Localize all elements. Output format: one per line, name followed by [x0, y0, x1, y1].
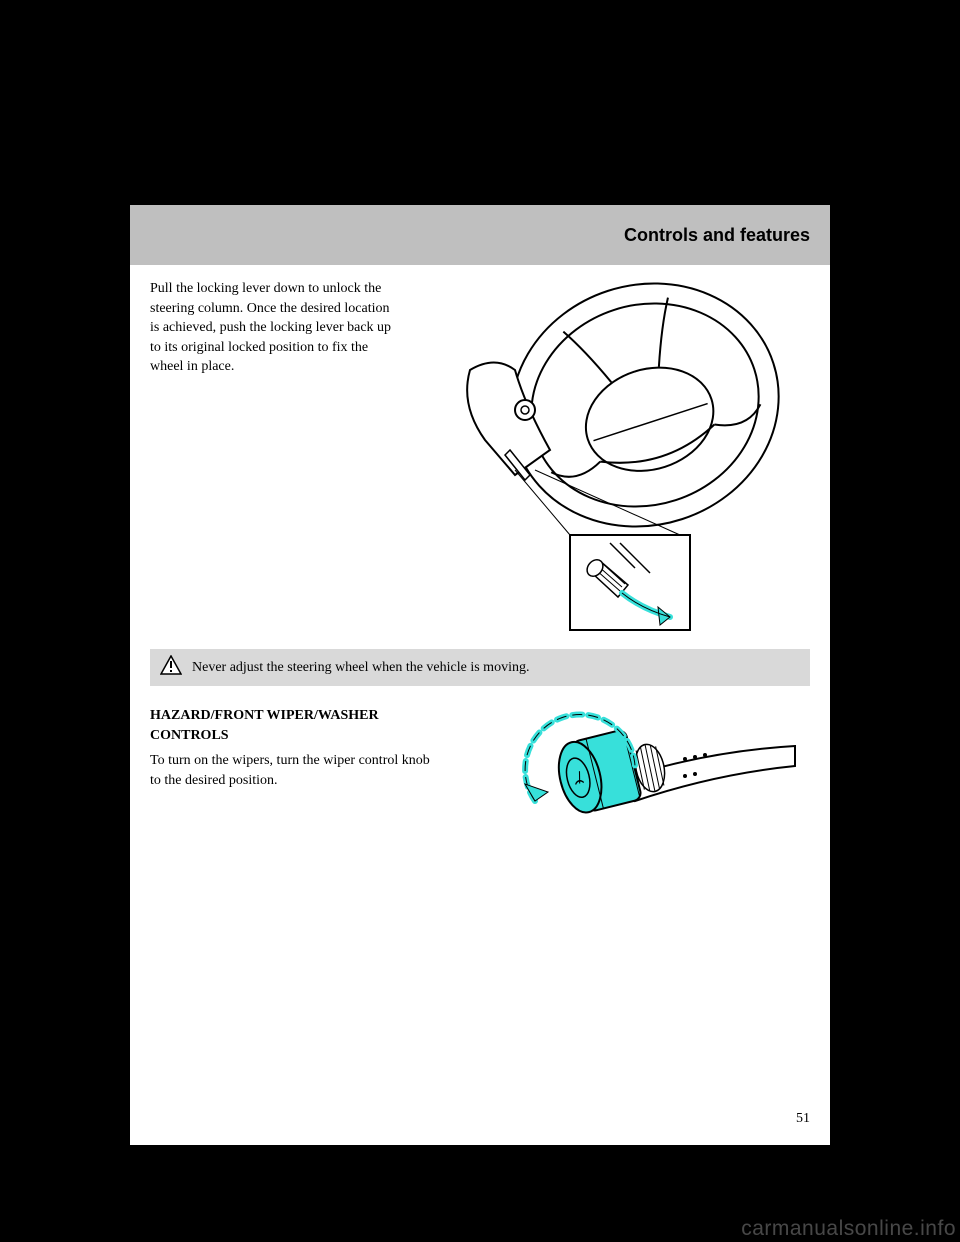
- wiper-illustration: [450, 706, 810, 856]
- page-header-bar: Controls and features: [130, 205, 830, 265]
- wiper-para: To turn on the wipers, turn the wiper co…: [150, 751, 430, 790]
- warning-text: Never adjust the steering wheel when the…: [192, 660, 529, 676]
- tilt-steering-section: Pull the locking lever down to unlock th…: [130, 265, 830, 635]
- wiper-stalk-diagram: [460, 706, 800, 856]
- tilt-steering-illustration: [420, 275, 810, 635]
- wiper-heading: HAZARD/FRONT WIPER/WASHER CONTROLS: [150, 706, 430, 745]
- tilt-steering-text: Pull the locking lever down to unlock th…: [150, 275, 400, 635]
- tilt-steering-para: Pull the locking lever down to unlock th…: [150, 279, 400, 377]
- steering-wheel-diagram: [430, 275, 800, 635]
- warning-icon: [160, 655, 182, 680]
- wiper-controls-section: HAZARD/FRONT WIPER/WASHER CONTROLS To tu…: [130, 686, 830, 856]
- warning-box: Never adjust the steering wheel when the…: [150, 649, 810, 686]
- manual-page: Controls and features Pull the locking l…: [130, 205, 830, 1145]
- wiper-text: HAZARD/FRONT WIPER/WASHER CONTROLS To tu…: [150, 706, 430, 856]
- page-number: 51: [796, 1111, 810, 1127]
- watermark: carmanualsonline.info: [741, 1217, 956, 1241]
- page-header-title: Controls and features: [624, 225, 810, 246]
